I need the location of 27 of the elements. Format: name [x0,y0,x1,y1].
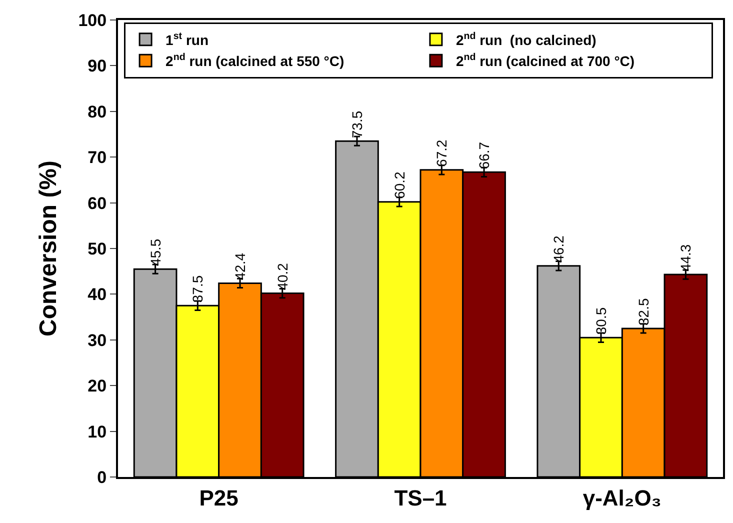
y-tick-label: 80 [88,102,107,122]
legend-label: 1$^{st}$ run [166,30,209,48]
y-tick-label: 90 [88,56,107,76]
y-axis-title: Conversion (%) [34,160,62,337]
data-label: 44.3 [678,244,694,272]
data-label: 73.5 [348,110,365,138]
data-label: 45.5 [147,238,164,266]
legend-label: 2$^{nd}$ run (calcined at 700 °C) [456,52,635,70]
x-tick-label: P25 [199,485,238,510]
y-tick-label: 30 [88,330,107,350]
legend-label: 2$^{nd}$ run (calcined at 550 °C) [166,52,344,70]
y-tick-label: 0 [97,468,107,487]
y-tick-label: 70 [88,148,107,168]
x-tick-label: γ-Al₂O₃ [582,485,662,510]
y-tick-label: 10 [88,422,107,442]
data-label: 32.5 [635,298,652,326]
data-label: 40.2 [274,262,290,290]
y-tick-label: 40 [88,285,107,304]
legend-label: 2$^{nd}$ run (no calcined) [456,30,596,48]
data-label: 42.4 [232,252,248,280]
y-tick-label: 100 [78,10,107,30]
y-tick-label: 60 [88,194,107,213]
data-label: 37.5 [190,275,206,303]
y-tick-label: 20 [88,376,107,396]
x-tick-label: TS–1 [394,485,447,510]
y-tick-label: 50 [88,239,107,258]
data-label: 30.5 [592,307,609,335]
